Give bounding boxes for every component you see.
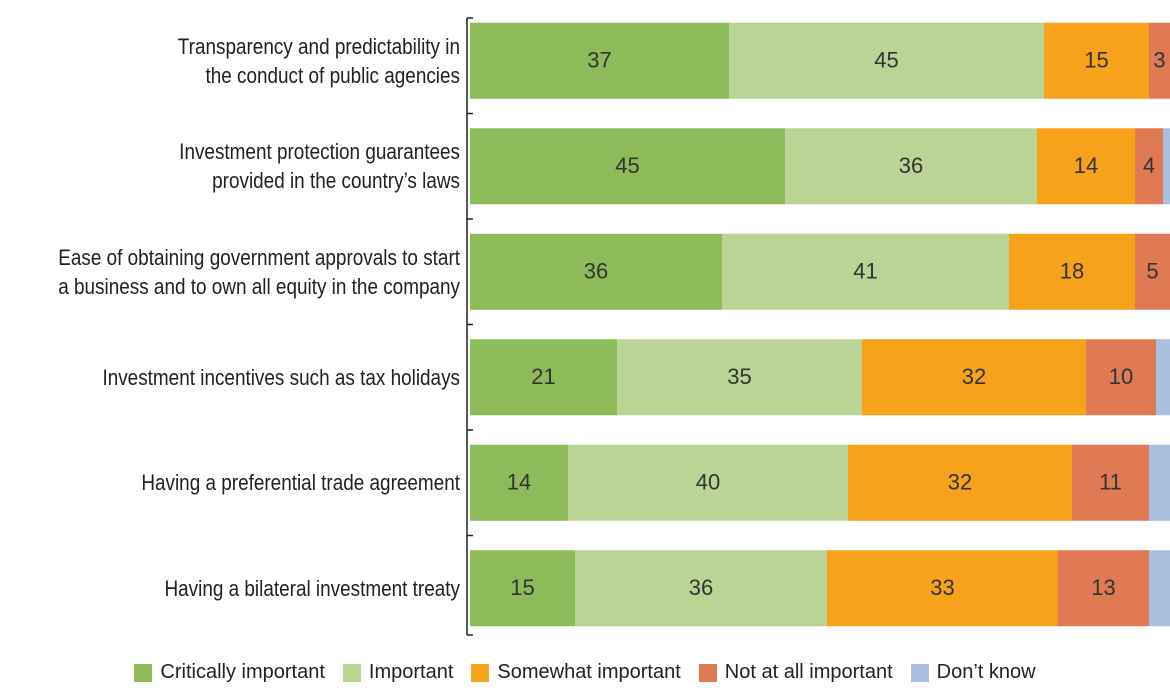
bar-segment — [1135, 128, 1163, 205]
bar-segment — [470, 233, 722, 310]
data-label: 4 — [1143, 153, 1155, 178]
bar-segment — [1072, 444, 1149, 521]
bar-segment — [470, 339, 617, 416]
bar-segment — [470, 444, 568, 521]
legend-swatch — [910, 663, 929, 682]
data-label: 32 — [948, 470, 972, 495]
bar-segment — [1086, 339, 1156, 416]
bar-segment — [1135, 233, 1170, 310]
data-label: 41 — [853, 259, 877, 284]
data-label: 18 — [1060, 259, 1084, 284]
legend-label: Somewhat important — [497, 661, 681, 683]
bar-segment — [617, 339, 862, 416]
legend-swatch — [342, 663, 361, 682]
y-tick-label: Having a bilateral investment treaty — [164, 575, 460, 601]
legend-swatch — [134, 663, 153, 682]
y-tick-label: Investment incentives such as tax holida… — [102, 364, 460, 390]
bar-segment — [470, 550, 575, 627]
bar-segment — [568, 444, 848, 521]
legend-label: Important — [368, 661, 454, 683]
bar-segment — [1058, 550, 1149, 627]
data-label: 36 — [899, 153, 923, 178]
bar-segment — [470, 22, 729, 99]
bar-segment — [729, 22, 1044, 99]
data-label: 14 — [1074, 153, 1098, 178]
legend-item: Important — [342, 661, 454, 684]
data-label: 15 — [1084, 48, 1108, 73]
data-label: 45 — [615, 153, 639, 178]
data-label: 36 — [689, 575, 713, 600]
data-label: 40 — [696, 470, 720, 495]
data-label: 15 — [510, 575, 534, 600]
legend-item: Not at all important — [698, 661, 893, 684]
bar-segment — [722, 233, 1009, 310]
legend-label: Critically important — [160, 661, 325, 683]
data-label: 37 — [587, 48, 611, 73]
data-label: 36 — [584, 259, 608, 284]
bar-segment — [470, 128, 785, 205]
bar-segment — [827, 550, 1058, 627]
data-label: 3 — [1153, 48, 1165, 73]
data-label: 33 — [930, 575, 954, 600]
bar-segment — [1156, 339, 1170, 416]
bar-segment — [1149, 22, 1170, 99]
y-tick-label: Ease of obtaining government approvals t… — [58, 244, 460, 299]
data-label: 13 — [1091, 575, 1115, 600]
legend-item: Somewhat important — [471, 661, 681, 684]
bar-segment — [575, 550, 827, 627]
data-label: 14 — [507, 470, 531, 495]
data-label: 35 — [727, 364, 751, 389]
data-label: 32 — [962, 364, 986, 389]
bar-segment — [1044, 22, 1149, 99]
y-tick-label: Investment protection guarantees provide… — [179, 139, 460, 194]
bar-segment — [862, 339, 1086, 416]
bar-segment — [1149, 444, 1170, 521]
legend-item: Critically important — [134, 661, 325, 684]
legend-item: Don’t know — [910, 661, 1036, 684]
data-label: 21 — [531, 364, 555, 389]
bar-segment — [1009, 233, 1135, 310]
y-tick-label: Transparency and predictability in the c… — [177, 33, 460, 88]
data-label: 11 — [1099, 470, 1122, 495]
legend-swatch — [698, 663, 717, 682]
legend-label: Don’t know — [936, 661, 1036, 683]
y-tick-label: Having a preferential trade agreement — [141, 470, 460, 496]
bar-segment — [1037, 128, 1135, 205]
bar-segment — [848, 444, 1072, 521]
data-label: 45 — [874, 48, 898, 73]
bar-segment — [1149, 550, 1170, 627]
data-label: 10 — [1109, 364, 1133, 389]
legend-label: Not at all important — [724, 661, 893, 683]
bar-segment — [785, 128, 1037, 205]
bar-segment — [1163, 128, 1170, 205]
data-label: 5 — [1146, 259, 1158, 284]
legend: Critically important Important Somewhat im… — [0, 661, 1170, 684]
legend-swatch — [471, 663, 490, 682]
